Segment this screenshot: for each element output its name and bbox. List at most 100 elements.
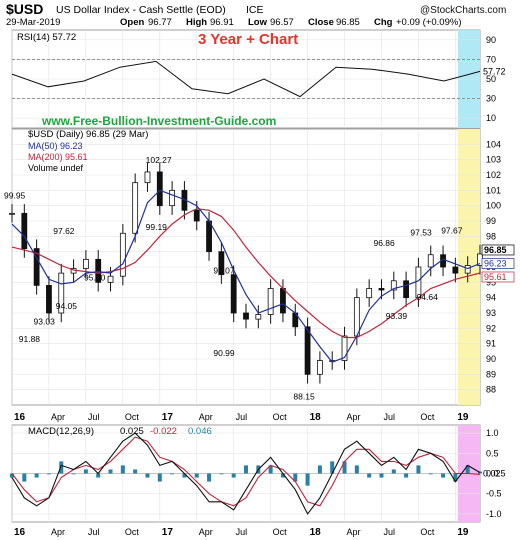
price-tick-label: 93	[486, 308, 496, 318]
exchange: ICE	[246, 4, 264, 16]
quote-open: 96.77	[148, 17, 172, 28]
price-tick-label: 102	[486, 170, 501, 180]
price-x-tick-label: Apr	[51, 412, 65, 422]
rsi-tick-label: 90	[486, 35, 496, 45]
price-candle	[95, 258, 102, 283]
macd-line	[11, 432, 481, 515]
macd-x-tick-label: 17	[162, 527, 174, 538]
macd-tick-label: 0.5	[486, 448, 499, 458]
macd-histogram-bar	[441, 473, 446, 478]
rsi-tick-label: 70	[486, 54, 496, 64]
macd-histogram-bar	[10, 473, 14, 478]
macd-histogram-bar	[453, 473, 458, 482]
macd-legend-value: 0.025	[120, 426, 144, 437]
price-candle	[267, 288, 274, 315]
macd-tick-label: 0.0	[486, 469, 499, 479]
price-annotation: 99.19	[146, 222, 168, 232]
price-last-label: 95.61	[484, 272, 507, 282]
price-tick-label: 103	[486, 155, 501, 165]
macd-x-tick-label: Apr	[347, 527, 361, 537]
price-candle	[193, 209, 200, 222]
price-x-tick-label: Apr	[199, 412, 213, 422]
price-x-tick-label: Oct	[420, 412, 435, 422]
price-candle	[33, 248, 40, 286]
price-annotation: 94.05	[56, 301, 78, 311]
macd-histogram-bar	[59, 461, 64, 474]
price-candle	[378, 288, 385, 291]
macd-x-tick-label: Jul	[88, 527, 100, 537]
quote-close: 96.85	[336, 17, 360, 28]
macd-x-tick-label: 16	[14, 527, 26, 538]
rsi-tick-label: 30	[486, 94, 496, 104]
macd-x-tick-label: Apr	[199, 527, 213, 537]
price-x-tick-label: 16	[14, 412, 26, 423]
price-tick-label: 92	[486, 323, 496, 333]
price-last-box	[481, 271, 515, 283]
macd-x-tick-label: 19	[457, 527, 469, 538]
macd-histogram-bar	[34, 473, 39, 478]
macd-legend-histogram: 0.046	[188, 426, 212, 437]
price-tick-label: 95	[486, 277, 496, 287]
date: 29-Mar-2019	[6, 17, 60, 28]
macd-histogram-bar	[428, 473, 433, 475]
price-x-tick-label: 18	[310, 412, 322, 423]
ma50-legend: MA(50) 96.23	[28, 141, 83, 151]
macd-histogram-bar	[280, 473, 285, 478]
macd-histogram-bar	[391, 469, 396, 474]
macd-histogram-bar	[194, 473, 199, 478]
rsi-tick-label: 50	[486, 74, 496, 84]
quote-chg: +0.09 (+0.09%)	[396, 17, 462, 28]
macd-histogram-bar	[83, 469, 88, 474]
macd-histogram-bar	[96, 473, 101, 478]
price-candle	[452, 266, 459, 274]
macd-x-tick-label: Jul	[236, 527, 248, 537]
price-tick-label: 88	[486, 385, 496, 395]
price-x-tick-label: Oct	[273, 412, 288, 422]
price-candle	[230, 274, 237, 314]
volume-legend: Volume undef	[28, 163, 84, 173]
macd-histogram-bar	[478, 471, 482, 474]
price-candle	[9, 212, 15, 215]
price-candle	[21, 212, 28, 249]
price-candle	[353, 297, 360, 337]
macd-histogram-bar	[342, 461, 347, 474]
rsi-last-value: 57.72	[483, 66, 506, 76]
price-x-tick-label: Jul	[383, 412, 395, 422]
price-candle	[280, 288, 286, 314]
macd-histogram-bar	[120, 465, 125, 474]
ma50-line	[11, 189, 481, 363]
price-annotation: 96.86	[373, 238, 395, 248]
price-annotation: 99.95	[4, 190, 26, 200]
macd-histogram-bar	[404, 473, 409, 478]
price-x-tick-label: Apr	[347, 412, 361, 422]
price-candle	[218, 251, 225, 276]
price-last-box	[481, 244, 515, 256]
price-tick-label: 94	[486, 293, 496, 303]
price-annotation: 97.53	[410, 228, 432, 238]
macd-tick-label: -0.5	[486, 489, 502, 499]
chart-overlay-title: 3 Year + Chart	[198, 31, 298, 48]
price-x-tick-label: Jul	[236, 412, 248, 422]
price-candle	[255, 314, 262, 320]
website-banner: www.Free-Bullion-Investment-Guide.com	[41, 114, 276, 128]
price-annotation: 95.90	[84, 273, 106, 283]
macd-histogram-bar	[22, 473, 27, 482]
price-tick-label: 89	[486, 369, 496, 379]
price-annotation: 94.64	[417, 292, 439, 302]
macd-x-tick-label: Oct	[125, 527, 140, 537]
ma200-legend: MA(200) 95.61	[28, 152, 88, 162]
macd-histogram-bar	[145, 473, 150, 478]
macd-legend-signal: -0.022	[150, 426, 177, 437]
macd-histogram-bar	[157, 473, 162, 482]
price-annotation: 93.39	[386, 311, 408, 321]
macd-histogram-bar	[170, 473, 175, 475]
macd-histogram-bar	[317, 465, 322, 474]
price-candle	[119, 232, 126, 277]
macd-histogram-bar	[244, 465, 248, 474]
rsi-tick-label: 10	[486, 113, 496, 123]
quote-high: 96.91	[210, 17, 234, 28]
macd-x-tick-label: Jul	[383, 527, 395, 537]
macd-last-value: 0.025	[483, 469, 506, 479]
price-candle	[82, 258, 89, 269]
